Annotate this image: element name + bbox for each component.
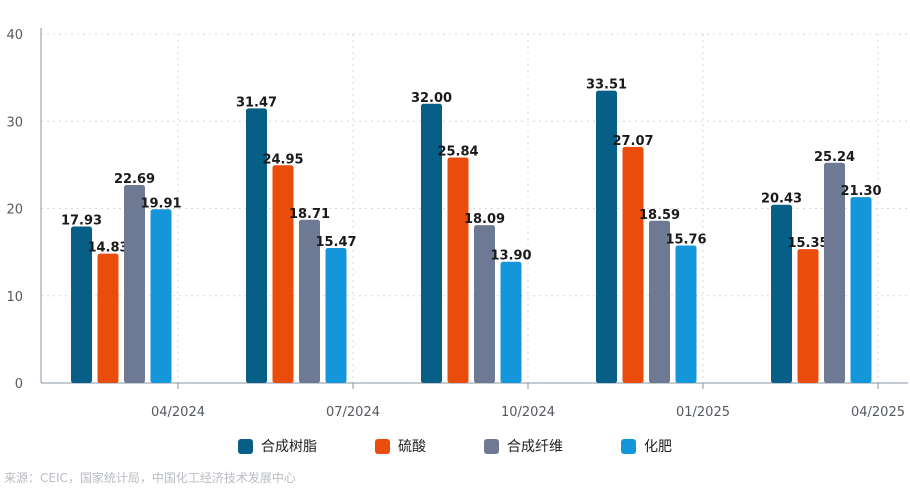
data-label: 33.51 [586,78,627,93]
data-label: 15.76 [665,232,706,247]
bar [246,108,267,383]
x-tick-label: 10/2024 [501,405,555,420]
data-label: 17.93 [61,214,102,229]
legend: 合成树脂 硫酸 合成纤维 化肥 [0,436,910,456]
data-label: 19.91 [140,196,181,211]
bar [71,226,92,383]
data-label: 27.07 [612,134,653,149]
bar [97,253,119,383]
y-tick-label: 20 [6,203,23,218]
data-label: 24.95 [262,152,303,167]
bar [500,261,522,383]
legend-item-fertilizer[interactable]: 化肥 [621,436,672,456]
legend-label-fertilizer: 化肥 [644,439,672,455]
data-label: 22.69 [114,172,155,187]
y-tick-label: 0 [15,377,23,392]
y-tick-label: 30 [6,115,23,130]
legend-item-synthetic-fiber[interactable]: 合成纤维 [484,436,563,456]
legend-swatch-resin [238,438,253,454]
legend-item-resin[interactable]: 合成树脂 [238,436,317,456]
data-label: 15.35 [787,236,828,251]
bar-chart: 0 10 20 30 40 04/2024 07/2024 10/2024 01/2025 04/… [6,28,908,420]
legend-label-sulfuric-acid: 硫酸 [398,439,426,455]
legend-swatch-synthetic-fiber [484,438,499,454]
y-tick-label: 10 [6,290,23,305]
x-tick-label: 01/2025 [676,405,730,420]
data-label: 21.30 [840,184,881,199]
bar [824,162,845,383]
source-note: 来源：CEIC，国家统计局，中国化工经济技术发展中心 [4,471,296,485]
bar [622,146,644,383]
data-label: 18.09 [464,212,505,227]
data-label: 25.24 [814,150,855,165]
y-tick-label: 40 [6,28,23,43]
bar [124,185,145,383]
bar [299,219,320,383]
bar [850,197,872,383]
data-label: 31.47 [236,95,277,110]
bar [649,220,670,383]
bar [272,165,294,383]
x-tick-label: 07/2024 [326,405,380,420]
data-label: 20.43 [761,192,802,207]
x-tick-label: 04/2025 [851,405,905,420]
bar [150,209,172,383]
data-label: 25.84 [437,145,478,160]
legend-label-synthetic-fiber: 合成纤维 [507,439,563,455]
bar [447,157,469,383]
bar [325,248,347,383]
data-label: 15.47 [315,235,356,250]
bar [771,204,792,383]
bar [675,245,697,383]
bar [421,103,442,384]
data-label: 14.83 [87,241,128,256]
legend-swatch-fertilizer [621,438,636,454]
bar [797,249,819,383]
data-label: 32.00 [411,91,452,106]
legend-label-resin: 合成树脂 [261,439,317,455]
data-label: 18.59 [639,208,680,223]
bar [596,90,617,384]
legend-item-sulfuric-acid[interactable]: 硫酸 [375,436,426,456]
data-label: 13.90 [490,249,531,264]
data-label: 18.71 [289,207,330,222]
x-tick-label: 04/2024 [151,405,205,420]
legend-swatch-sulfuric-acid [375,438,390,454]
bar [474,225,495,383]
